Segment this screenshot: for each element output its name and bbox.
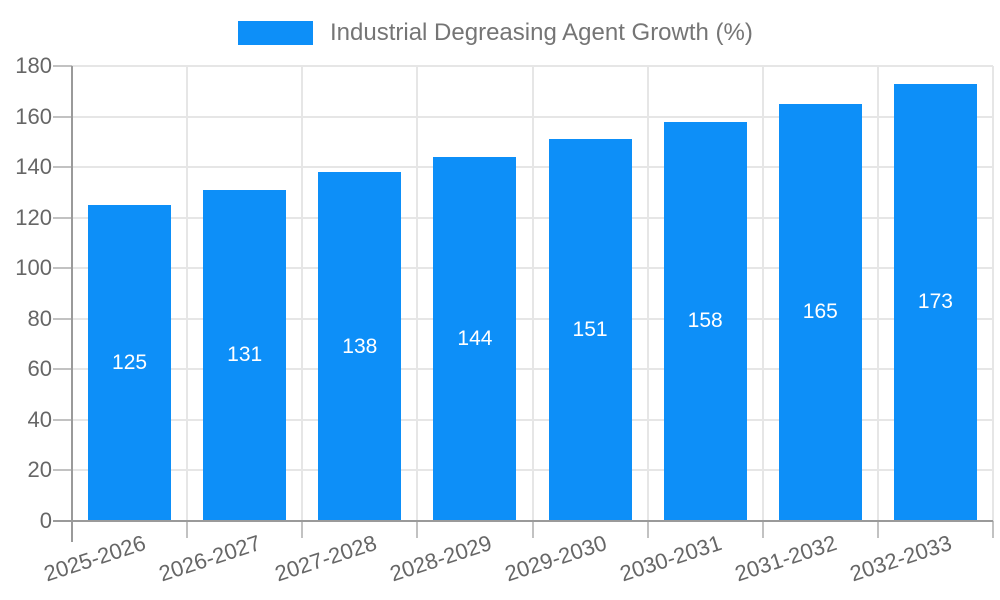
- bar-value-label: 131: [227, 343, 263, 367]
- x-axis-tick: [531, 521, 534, 538]
- bar-value-label: 165: [802, 300, 838, 324]
- legend[interactable]: Industrial Degreasing Agent Growth (%): [238, 17, 753, 49]
- x-axis-category-label: 2027-2028: [271, 530, 380, 587]
- x-axis-tick: [646, 521, 649, 538]
- y-axis-line: [71, 66, 73, 542]
- y-axis-tick-label: 180: [15, 53, 52, 78]
- gridline-vertical: [186, 66, 189, 521]
- y-axis-tick: [53, 115, 72, 118]
- bar-value-label: 158: [687, 309, 723, 333]
- x-axis-tick: [761, 521, 764, 538]
- bar-2025-2026[interactable]: [88, 205, 172, 521]
- bar-value-label: 144: [457, 327, 493, 350]
- legend-label: Industrial Degreasing Agent Growth (%): [330, 19, 753, 46]
- gridline-vertical: [761, 66, 764, 521]
- bar-value-label: 151: [572, 318, 608, 342]
- x-axis-tick: [992, 521, 994, 538]
- legend-swatch-icon: [238, 21, 313, 45]
- x-axis-category-label: 2026-2027: [156, 530, 265, 587]
- y-axis-tick-label: 120: [15, 204, 52, 230]
- gridline-vertical: [531, 66, 534, 521]
- bar-2028-2029[interactable]: [433, 157, 517, 521]
- bar-2032-2033[interactable]: [893, 83, 977, 521]
- bar-2029-2030[interactable]: [548, 139, 632, 521]
- x-axis-tick: [186, 521, 189, 538]
- y-axis-tick-label: 80: [27, 305, 52, 331]
- y-axis-tick: [53, 267, 72, 270]
- bar-value-label: 125: [112, 351, 148, 374]
- x-axis-category-label: 2031-2032: [731, 530, 840, 587]
- x-axis-category-label: 2029-2030: [501, 530, 610, 587]
- bar-2031-2032[interactable]: [778, 103, 862, 521]
- y-axis-tick: [53, 368, 72, 371]
- gridline-vertical: [301, 66, 304, 521]
- y-axis-tick: [53, 418, 72, 421]
- y-axis-tick-label: 140: [15, 154, 52, 180]
- x-axis-category-label: 2025-2026: [41, 530, 149, 587]
- gridline-vertical: [876, 66, 879, 521]
- y-axis-tick-label: 0: [39, 508, 52, 533]
- bar-value-label: 138: [342, 334, 378, 358]
- y-axis-tick: [53, 65, 72, 67]
- x-axis-tick: [301, 521, 304, 538]
- gridline-vertical: [416, 66, 419, 521]
- bar-value-label: 173: [917, 290, 953, 314]
- y-axis-tick: [53, 216, 72, 219]
- gridline-vertical: [992, 66, 994, 521]
- y-axis-tick-label: 100: [15, 255, 52, 281]
- y-axis-tick-label: 40: [27, 406, 52, 432]
- x-axis-category-label: 2030-2031: [616, 530, 725, 587]
- y-axis-tick: [53, 317, 72, 320]
- x-axis-tick: [416, 521, 419, 538]
- y-axis-tick: [53, 469, 72, 472]
- x-axis-tick: [876, 521, 879, 538]
- x-axis-category-label: 2028-2029: [386, 530, 495, 587]
- y-axis-tick-label: 60: [27, 356, 52, 382]
- y-axis-tick-label: 20: [27, 457, 52, 483]
- x-axis-line: [53, 520, 993, 522]
- gridline-vertical: [646, 66, 649, 521]
- bar-2030-2031[interactable]: [663, 121, 747, 521]
- x-axis-category-label: 2032-2033: [847, 530, 955, 587]
- y-axis-tick: [53, 166, 72, 169]
- bar-2026-2027[interactable]: [203, 189, 287, 521]
- bar-2027-2028[interactable]: [318, 172, 402, 521]
- y-axis-tick-label: 160: [15, 103, 52, 129]
